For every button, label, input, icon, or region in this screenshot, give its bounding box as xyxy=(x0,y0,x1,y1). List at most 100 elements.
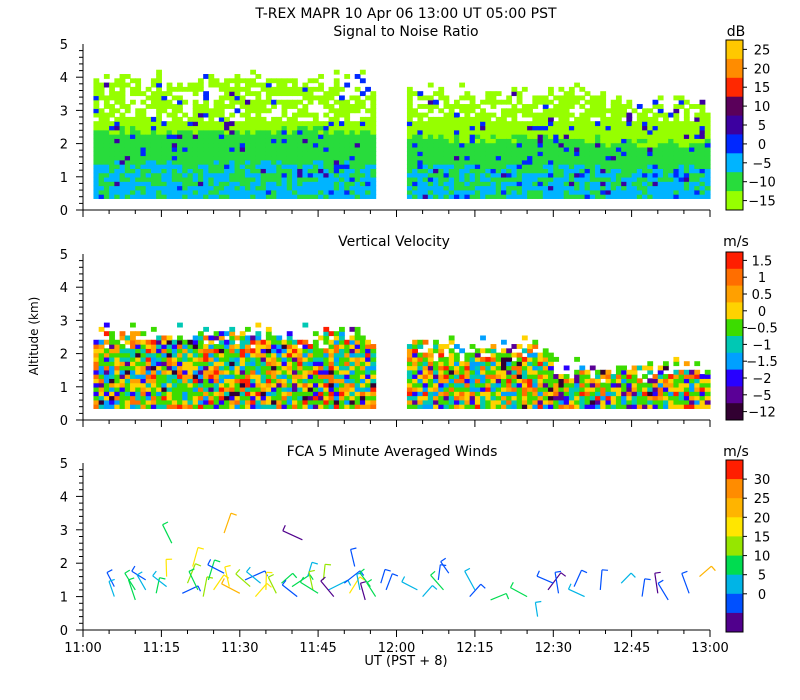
heatmap-cell xyxy=(662,378,669,384)
heatmap-cell xyxy=(678,391,685,397)
heatmap-cell xyxy=(103,125,110,131)
heatmap-cell xyxy=(145,138,152,144)
heatmap-cell xyxy=(224,189,230,195)
heatmap-cell xyxy=(182,168,189,174)
heatmap-cell xyxy=(192,104,199,109)
heatmap-cell xyxy=(255,361,262,367)
wind-barb xyxy=(152,570,167,588)
heatmap-cell xyxy=(621,181,627,187)
heatmap-cell xyxy=(600,138,607,144)
heatmap-cell xyxy=(124,189,131,195)
heatmap-cell xyxy=(433,134,439,139)
heatmap-cell xyxy=(354,168,361,174)
wind-barb xyxy=(599,569,609,590)
heatmap-cell xyxy=(281,185,288,191)
heatmap-cell xyxy=(506,378,513,384)
heatmap-cell xyxy=(276,391,283,397)
heatmap-cell xyxy=(469,116,476,122)
heatmap-cell xyxy=(427,159,434,165)
heatmap-cell xyxy=(537,146,544,152)
heatmap-cell xyxy=(579,369,586,375)
heatmap-cell xyxy=(250,339,257,345)
heatmap-cell xyxy=(689,172,695,178)
heatmap-cell xyxy=(130,339,136,345)
heatmap-cell xyxy=(333,391,340,397)
heatmap-cell xyxy=(114,369,121,375)
heatmap-cell xyxy=(704,382,711,388)
heatmap-cell xyxy=(197,116,204,122)
heatmap-cell xyxy=(673,159,680,165)
heatmap-cell xyxy=(584,146,591,152)
heatmap-cell xyxy=(495,374,502,379)
heatmap-cell xyxy=(704,176,711,182)
heatmap-cell xyxy=(333,356,340,362)
heatmap-cell xyxy=(406,99,413,105)
heatmap-cell xyxy=(297,172,304,178)
colorbar-label: 0 xyxy=(758,588,766,603)
heatmap-cell xyxy=(103,331,110,337)
heatmap-cell xyxy=(328,134,335,139)
heatmap-cell xyxy=(584,91,591,97)
heatmap-cell xyxy=(145,125,152,131)
heatmap-cell xyxy=(93,91,100,97)
heatmap-cell xyxy=(177,194,183,199)
heatmap-cell xyxy=(668,404,675,409)
heatmap-cell xyxy=(182,382,189,388)
heatmap-cell xyxy=(647,159,654,165)
heatmap-cell xyxy=(662,395,669,401)
heatmap-cell xyxy=(631,378,638,384)
heatmap-cell xyxy=(276,361,283,367)
heatmap-cell xyxy=(521,399,528,405)
heatmap-cell xyxy=(197,374,204,379)
heatmap-cell xyxy=(642,172,648,178)
heatmap-cell xyxy=(286,91,293,97)
heatmap-cell xyxy=(140,361,147,367)
heatmap-cell xyxy=(354,365,361,371)
heatmap-cell xyxy=(229,339,236,345)
heatmap-cell xyxy=(511,344,518,349)
heatmap-cell xyxy=(359,151,366,157)
heatmap-cell xyxy=(124,129,131,135)
heatmap-cell xyxy=(114,399,121,405)
heatmap-cell xyxy=(521,185,528,191)
heatmap-cell xyxy=(302,164,309,169)
heatmap-cell xyxy=(177,134,183,139)
heatmap-cell xyxy=(568,185,575,191)
heatmap-cell xyxy=(145,134,152,139)
heatmap-cell xyxy=(516,172,523,178)
heatmap-cell xyxy=(417,142,424,148)
colorbar-swatch xyxy=(726,369,743,387)
heatmap-cell xyxy=(124,361,131,367)
heatmap-cell xyxy=(636,395,643,401)
heatmap-cell xyxy=(694,155,701,161)
heatmap-cell xyxy=(328,95,335,101)
heatmap-cell xyxy=(422,185,429,191)
heatmap-cell xyxy=(297,176,304,182)
heatmap-cell xyxy=(359,189,366,195)
heatmap-cell xyxy=(662,155,669,161)
heatmap-cell xyxy=(605,142,612,148)
heatmap-cell xyxy=(521,348,528,354)
heatmap-cell xyxy=(469,391,476,397)
heatmap-cell xyxy=(130,86,136,92)
heatmap-cell xyxy=(250,395,257,401)
heatmap-cell xyxy=(93,344,100,349)
heatmap-cell xyxy=(114,134,121,139)
heatmap-cell xyxy=(354,159,361,165)
heatmap-cell xyxy=(93,138,100,144)
colorbar-swatch xyxy=(726,153,743,173)
heatmap-cell xyxy=(218,194,225,199)
wind-barb xyxy=(192,546,204,567)
heatmap-cell xyxy=(171,164,178,169)
heatmap-cell xyxy=(218,181,225,187)
heatmap-cell xyxy=(521,335,528,341)
heatmap-cell xyxy=(281,352,288,358)
heatmap-cell xyxy=(548,134,554,139)
heatmap-cell xyxy=(208,339,215,345)
heatmap-cell xyxy=(150,159,157,165)
heatmap-cell xyxy=(302,86,309,92)
heatmap-cell xyxy=(197,331,204,337)
heatmap-cell xyxy=(302,339,309,345)
heatmap-cell xyxy=(271,104,277,109)
heatmap-cell xyxy=(161,404,168,409)
